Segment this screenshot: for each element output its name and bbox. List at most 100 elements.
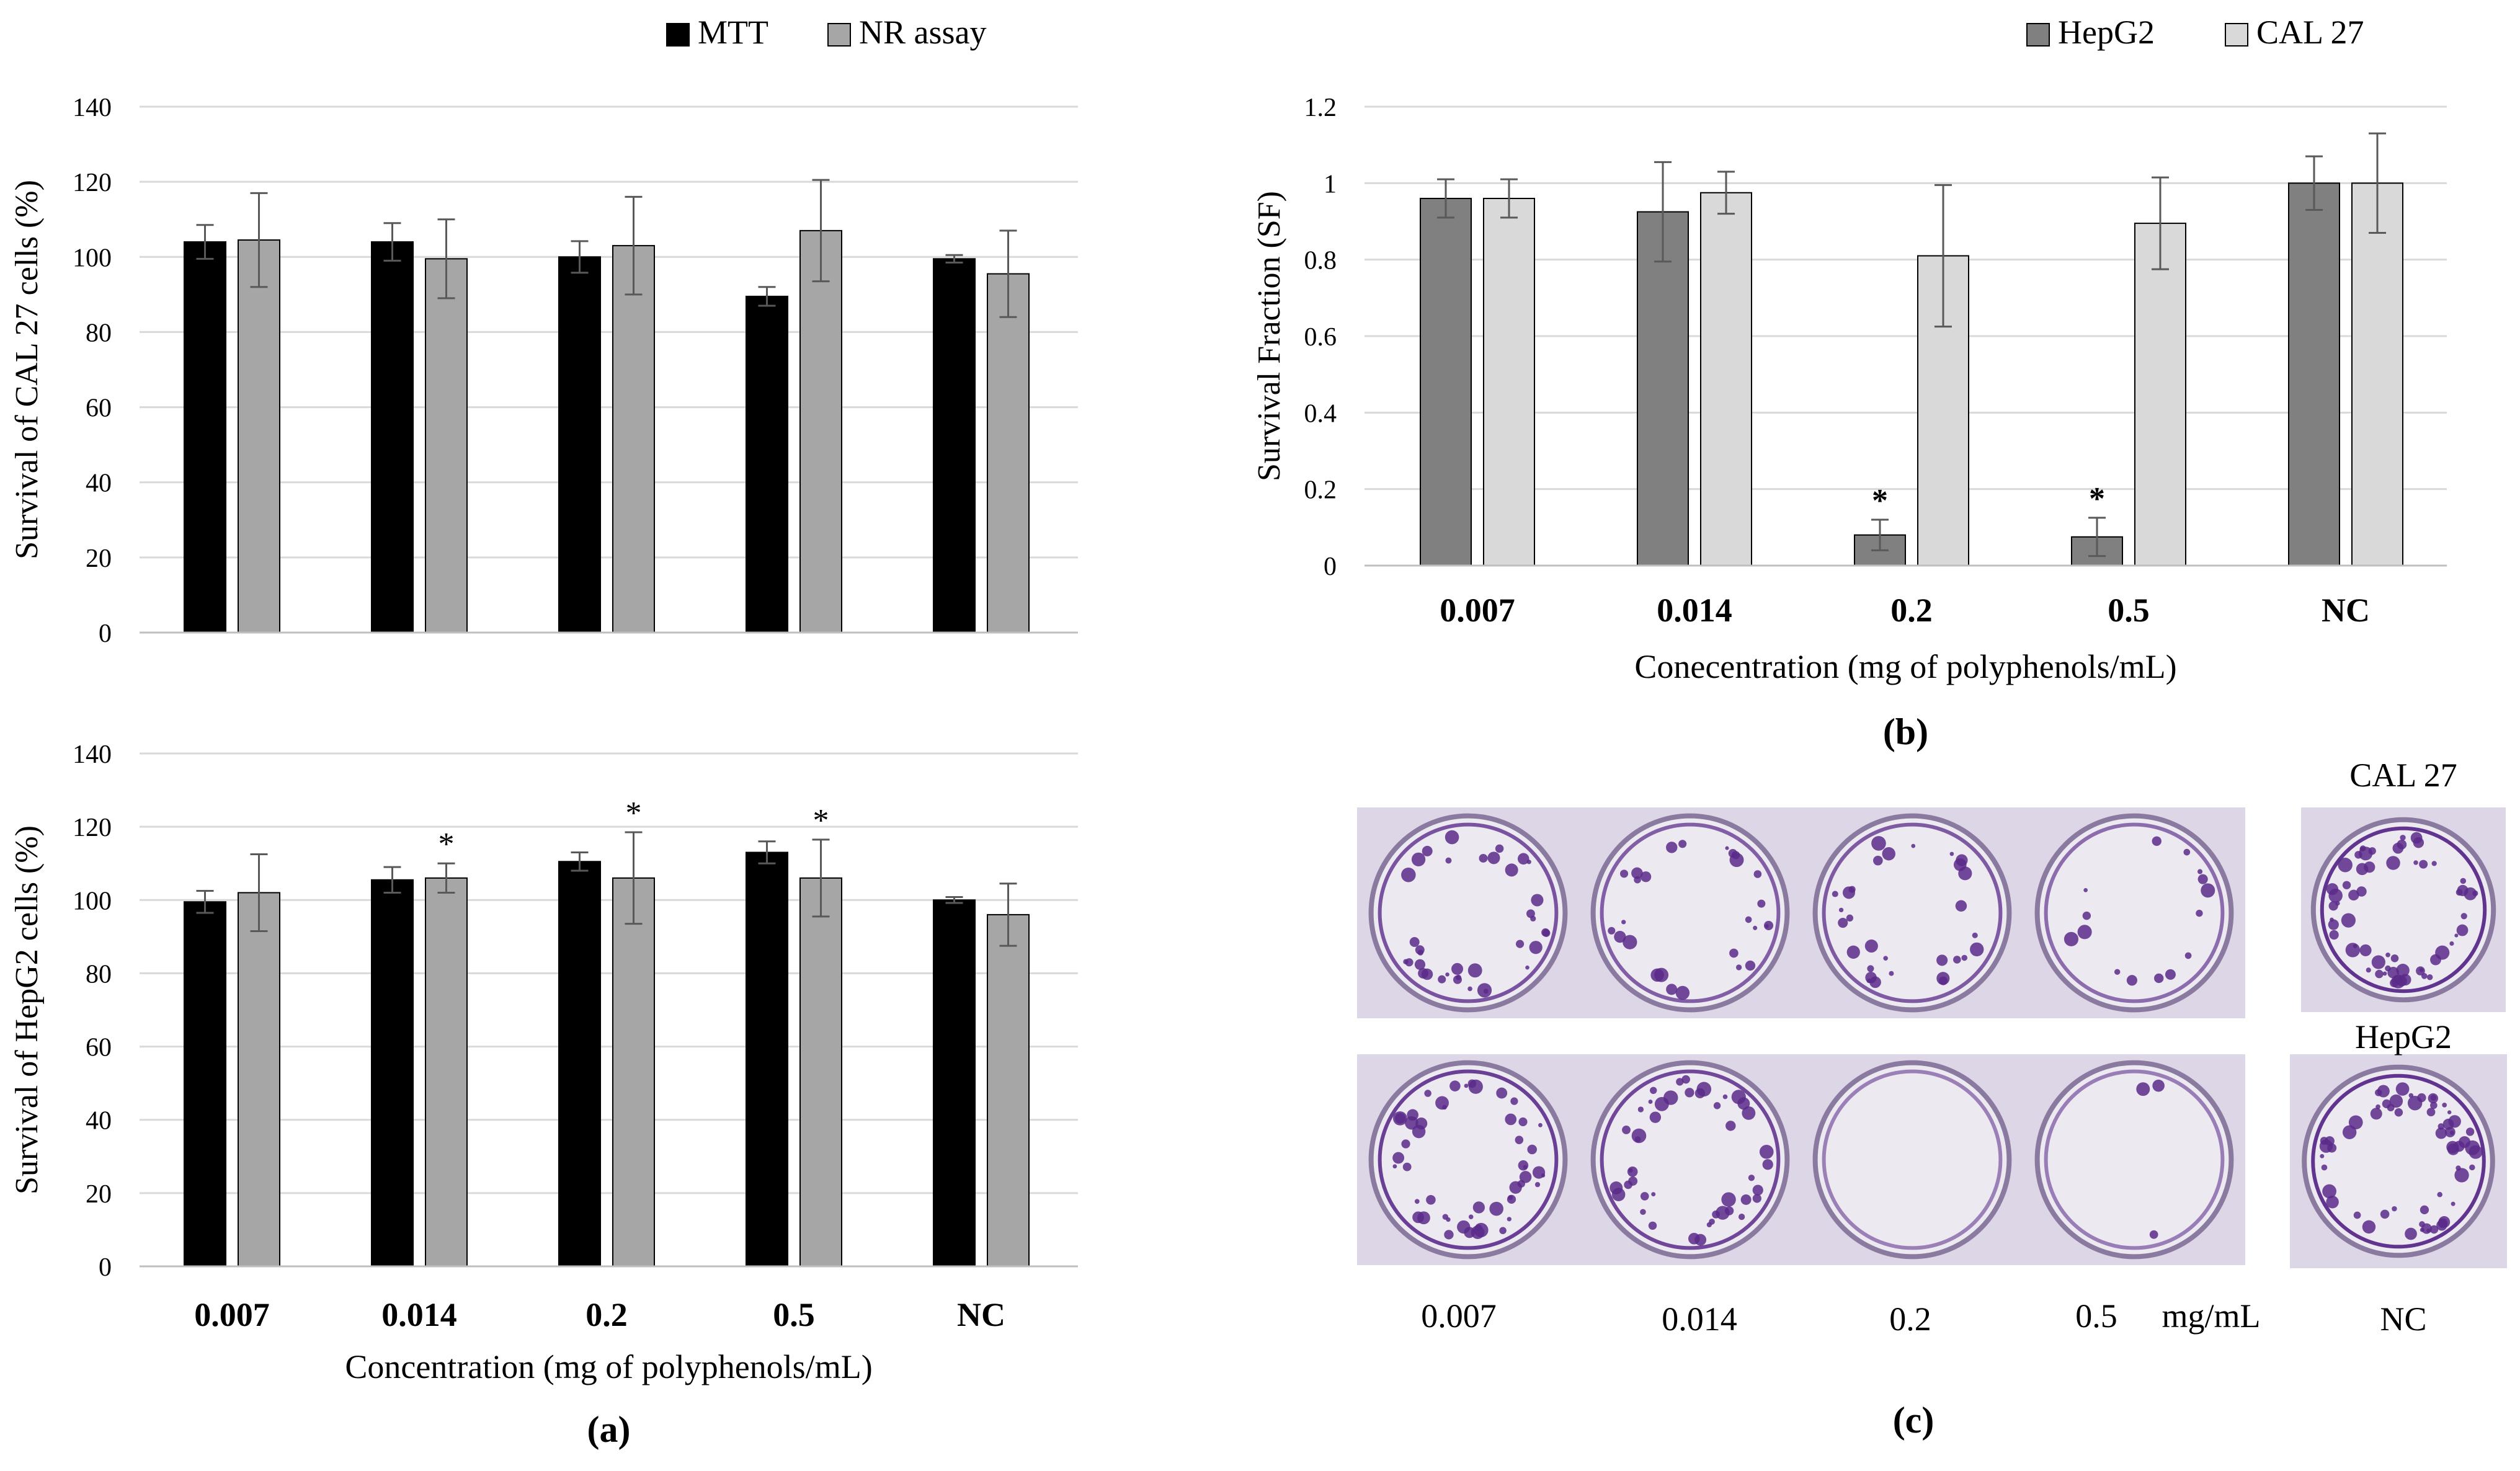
colony	[1871, 836, 1886, 851]
colony	[1649, 1111, 1662, 1123]
panel-caption: (b)	[1883, 711, 1928, 752]
y-axis-label: Survival of CAL 27 cells (%)	[9, 180, 45, 559]
colony	[2077, 925, 2092, 940]
colony	[1681, 1075, 1690, 1084]
bar	[1637, 211, 1689, 567]
colony	[1663, 1090, 1678, 1105]
colony	[1740, 1194, 1752, 1205]
colony	[2375, 969, 2384, 979]
colony	[1409, 936, 1420, 947]
colony	[1472, 1201, 1485, 1214]
colony	[1678, 840, 1687, 848]
colony	[2371, 955, 2385, 969]
colony	[1846, 914, 1854, 922]
legend-label: HepG2	[2058, 14, 2155, 51]
colony	[1445, 857, 1452, 864]
legend-label: MTT	[698, 14, 768, 51]
colony	[1832, 891, 1838, 897]
colony	[2321, 1164, 2328, 1171]
colony	[2196, 909, 2203, 917]
colony	[2083, 888, 2088, 892]
y-tick-label: 0.2	[1304, 476, 1337, 505]
chart-a-bottom: * * * 0 20 40 60 80 100 120 140 0.007 0.014 0.2 0.5 N…	[9, 740, 1078, 1450]
bar	[425, 877, 468, 1268]
colony	[1753, 925, 1758, 930]
colony	[2442, 1118, 2454, 1130]
colony	[1737, 1097, 1750, 1110]
colony	[1721, 1192, 1736, 1207]
bar	[238, 239, 280, 633]
colony	[1838, 918, 1848, 928]
colony	[2399, 974, 2411, 986]
well-rim	[1600, 1069, 1781, 1250]
colony	[2390, 954, 2399, 962]
colony	[1515, 940, 1525, 948]
colony	[1464, 1083, 1469, 1088]
y-axis-label: Survival of HepG2 cells (%)	[9, 825, 45, 1194]
colony	[1752, 1194, 1761, 1203]
colony	[2460, 878, 2467, 884]
concentration-label-2: 0.2	[1889, 1300, 1931, 1338]
colony	[1541, 928, 1550, 937]
bar	[612, 877, 655, 1268]
colony	[2183, 848, 2191, 856]
colony	[1614, 930, 1626, 943]
colony	[1640, 1209, 1646, 1215]
colony	[1729, 853, 1744, 868]
colony	[2326, 1195, 2339, 1209]
colony	[2154, 973, 2164, 984]
colony	[2114, 969, 2121, 975]
colony	[2472, 890, 2478, 897]
y-tick-label: 80	[86, 960, 112, 989]
colony	[1867, 965, 1874, 972]
colony	[1507, 1217, 1512, 1222]
colony	[1640, 871, 1652, 882]
colony	[2201, 883, 2215, 898]
y-tick-label: 100	[73, 887, 112, 915]
colony	[1401, 1139, 1410, 1149]
x-tick-label: 0.007	[194, 1296, 270, 1333]
legend-swatch	[2026, 23, 2050, 47]
colony	[2419, 967, 2424, 972]
colony	[2356, 886, 2367, 897]
colony	[1496, 1087, 1508, 1099]
colony	[1527, 1144, 1537, 1155]
colony	[1444, 1230, 1454, 1240]
colony	[2382, 971, 2387, 976]
x-axis-label: Conecentration (mg of polyphenols/mL)	[1634, 648, 2176, 685]
colony	[2394, 1108, 2403, 1117]
significance-marker: *	[813, 803, 829, 838]
colony	[2389, 1094, 2403, 1108]
colony	[1694, 1233, 1707, 1246]
colony	[1411, 852, 1426, 866]
colony	[2429, 1225, 2439, 1234]
well	[1590, 813, 1790, 1013]
legend-swatch	[2225, 23, 2248, 47]
colony	[2464, 887, 2477, 900]
colony	[1392, 1164, 1397, 1169]
colony	[1445, 830, 1459, 845]
well-rim	[1822, 1069, 2003, 1250]
colony	[1395, 1113, 1406, 1124]
colony	[1949, 851, 1954, 856]
well-rim	[1600, 822, 1781, 1003]
colony	[1538, 1122, 1543, 1127]
colony	[1685, 1088, 1694, 1098]
colony	[1882, 847, 1895, 861]
legend-label: CAL 27	[2256, 14, 2364, 51]
colony	[1446, 1217, 1451, 1222]
bar	[2134, 223, 2186, 567]
bar	[799, 877, 842, 1268]
colony	[1712, 1210, 1720, 1219]
colony	[1435, 1096, 1449, 1110]
colony	[2396, 964, 2410, 977]
colony	[2386, 856, 2400, 870]
y-tick-label: 140	[73, 94, 112, 122]
colony	[2136, 1082, 2150, 1096]
colony	[2421, 1223, 2432, 1234]
colony	[2435, 1127, 2447, 1139]
colony	[1621, 920, 1626, 925]
colony	[1505, 863, 1518, 877]
colony	[2380, 1209, 2390, 1219]
colony	[1936, 954, 1948, 966]
